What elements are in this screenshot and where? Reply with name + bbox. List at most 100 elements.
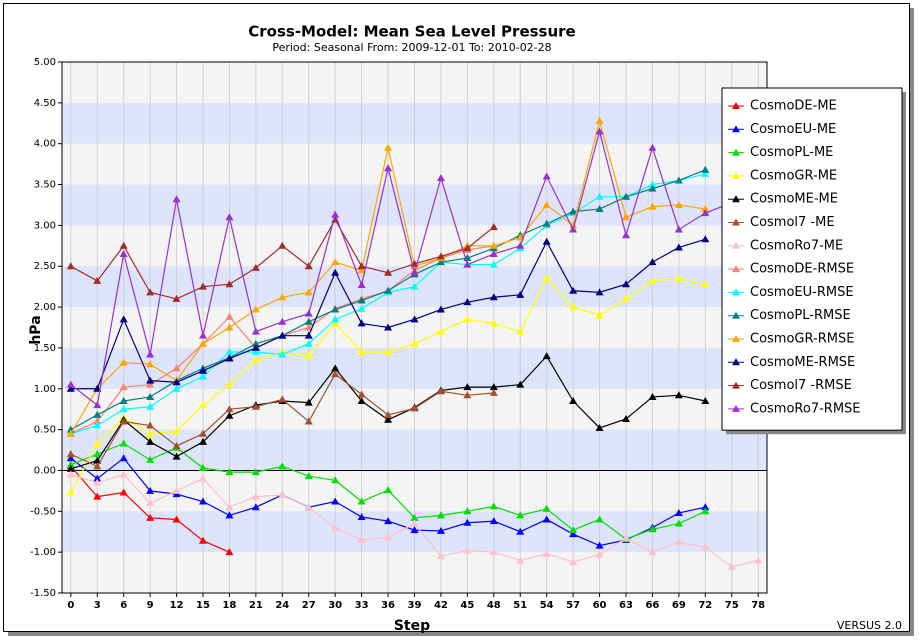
x-tick-label: 15 bbox=[196, 600, 210, 611]
marker bbox=[304, 262, 313, 270]
marker bbox=[225, 348, 234, 356]
marker bbox=[622, 280, 630, 288]
legend-label: CosmoPL-RMSE bbox=[750, 308, 851, 323]
marker bbox=[595, 550, 604, 558]
marker bbox=[225, 213, 234, 221]
legend-label: CosmoRo7-ME bbox=[750, 238, 843, 253]
marker bbox=[146, 288, 155, 296]
marker bbox=[199, 339, 207, 347]
marker bbox=[463, 507, 472, 515]
marker bbox=[674, 200, 683, 208]
marker bbox=[516, 380, 525, 388]
marker bbox=[436, 174, 445, 182]
marker bbox=[172, 452, 181, 460]
marker bbox=[66, 464, 75, 472]
marker bbox=[251, 402, 260, 410]
marker bbox=[489, 260, 498, 268]
marker bbox=[251, 356, 260, 364]
marker bbox=[542, 549, 551, 557]
marker bbox=[119, 241, 128, 249]
marker bbox=[384, 348, 393, 356]
legend-marker bbox=[732, 241, 740, 249]
marker bbox=[146, 402, 155, 410]
marker bbox=[595, 288, 604, 296]
x-tick-label: 24 bbox=[275, 600, 289, 611]
marker bbox=[569, 225, 578, 233]
marker bbox=[648, 258, 657, 266]
marker bbox=[569, 397, 578, 405]
marker bbox=[304, 331, 313, 339]
marker bbox=[648, 392, 657, 400]
marker bbox=[595, 116, 604, 124]
marker bbox=[304, 317, 313, 325]
marker bbox=[595, 515, 604, 523]
marker bbox=[251, 327, 260, 335]
y-tick-label: 3.50 bbox=[34, 180, 56, 191]
marker bbox=[436, 526, 445, 534]
marker bbox=[463, 315, 472, 323]
marker bbox=[516, 327, 525, 335]
marker bbox=[251, 343, 260, 351]
marker bbox=[542, 504, 551, 512]
marker bbox=[304, 288, 313, 296]
marker bbox=[172, 294, 181, 302]
legend-label: Cosmol7 -RMSE bbox=[750, 378, 852, 393]
marker bbox=[648, 548, 657, 556]
marker bbox=[516, 527, 525, 535]
marker bbox=[225, 468, 234, 476]
marker bbox=[701, 507, 710, 515]
marker bbox=[93, 401, 102, 409]
marker bbox=[225, 548, 234, 556]
marker bbox=[674, 176, 683, 184]
marker bbox=[304, 339, 313, 347]
x-tick-label: 54 bbox=[540, 600, 554, 611]
marker bbox=[119, 315, 128, 323]
legend-marker bbox=[732, 125, 740, 133]
legend-label: CosmoME-RMSE bbox=[750, 355, 855, 370]
y-tick-label: 4.00 bbox=[34, 139, 56, 150]
marker bbox=[357, 513, 366, 521]
legend-marker bbox=[732, 265, 740, 273]
marker bbox=[331, 370, 340, 378]
marker bbox=[622, 231, 630, 239]
marker bbox=[119, 454, 128, 462]
y-tick-label: 1.50 bbox=[34, 343, 56, 354]
marker bbox=[146, 350, 155, 358]
marker bbox=[569, 557, 578, 565]
y-tick-label: -0.50 bbox=[30, 506, 56, 517]
marker bbox=[674, 508, 683, 516]
legend-marker bbox=[732, 381, 740, 389]
marker bbox=[225, 503, 234, 511]
marker bbox=[93, 492, 102, 500]
marker bbox=[542, 237, 551, 245]
marker bbox=[701, 235, 710, 243]
x-tick-label: 12 bbox=[170, 600, 184, 611]
marker bbox=[463, 383, 472, 391]
footer: VERSUS 2.0 bbox=[837, 619, 902, 632]
marker bbox=[251, 468, 260, 476]
legend-label: CosmoDE-RMSE bbox=[750, 262, 854, 277]
marker bbox=[542, 200, 551, 208]
marker bbox=[278, 241, 287, 249]
y-tick-label: 2.50 bbox=[34, 261, 56, 272]
marker bbox=[648, 202, 657, 210]
marker bbox=[331, 268, 340, 276]
marker bbox=[463, 391, 472, 399]
marker bbox=[410, 339, 419, 347]
legend-label: CosmoPL-ME bbox=[750, 145, 833, 160]
marker bbox=[225, 411, 234, 419]
marker bbox=[357, 262, 366, 270]
x-tick-label: 69 bbox=[672, 600, 686, 611]
marker bbox=[172, 515, 181, 523]
x-tick-label: 0 bbox=[67, 600, 74, 611]
marker bbox=[119, 397, 128, 405]
marker bbox=[674, 391, 683, 399]
marker bbox=[199, 474, 207, 482]
marker bbox=[357, 397, 366, 405]
legend-marker bbox=[732, 311, 740, 319]
legend-marker bbox=[732, 218, 740, 226]
marker bbox=[331, 210, 340, 218]
marker bbox=[119, 405, 128, 413]
marker bbox=[595, 205, 604, 213]
marker bbox=[384, 286, 393, 294]
